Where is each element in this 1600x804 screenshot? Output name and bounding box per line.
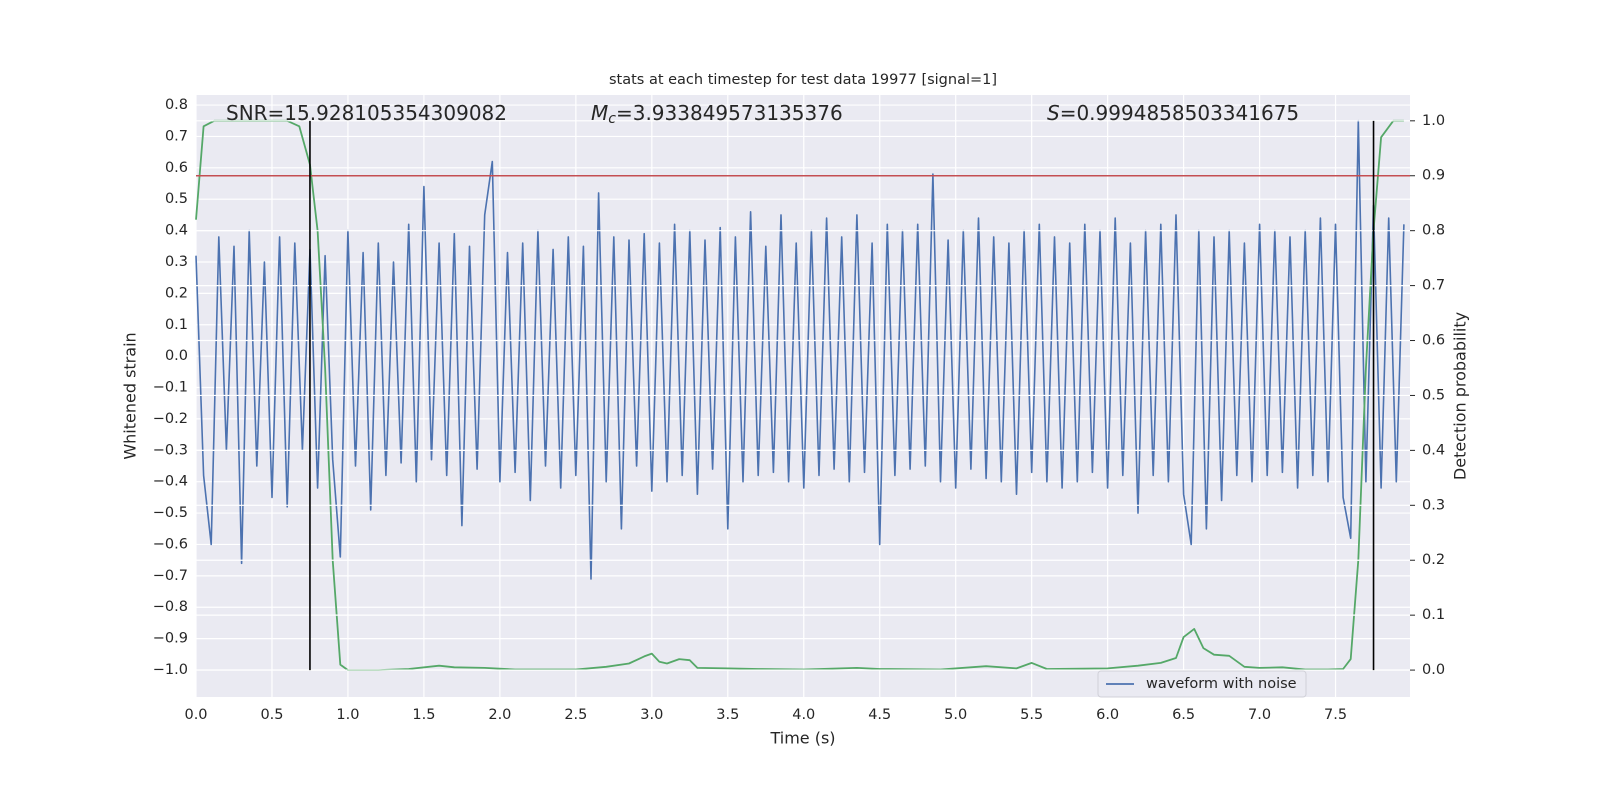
y2-tick-label: 0.7 xyxy=(1422,278,1445,294)
y-tick-label: 0.7 xyxy=(165,128,188,144)
annotation: S=0.9994858503341675 xyxy=(1047,101,1299,125)
x-tick-label: 3.0 xyxy=(640,707,663,723)
x-tick-label: 0.0 xyxy=(184,707,207,723)
data-line xyxy=(195,119,1405,580)
y2-tick-label: 0.5 xyxy=(1422,387,1445,403)
y-tick-label: −0.3 xyxy=(153,442,188,458)
y-tick-label: −0.4 xyxy=(153,474,188,490)
x-tick-label: 5.0 xyxy=(944,707,967,723)
legend-label: waveform with noise xyxy=(1146,676,1297,692)
x-tick-label: 6.0 xyxy=(1096,707,1119,723)
y2-tick-label: 0.2 xyxy=(1422,552,1445,568)
y2-tick-label: 0.9 xyxy=(1422,168,1445,184)
annotation-text: SNR=15.928105354309082 xyxy=(226,101,507,125)
y2-tick-label: 0.3 xyxy=(1422,497,1445,513)
y-axis-label: Whitened strain xyxy=(121,332,140,459)
y-tick-label: −0.8 xyxy=(153,599,188,615)
y-tick-label: 0.8 xyxy=(165,97,188,113)
legend-box xyxy=(1097,670,1307,698)
x-tick-label: 7.0 xyxy=(1248,707,1271,723)
annotation: SNR=15.928105354309082 xyxy=(226,101,507,125)
y2-tick-label: 0.6 xyxy=(1422,333,1445,349)
x-axis-label: Time (s) xyxy=(769,729,835,748)
y2-tick-label: 0.0 xyxy=(1422,662,1445,678)
y-tick-label: −0.5 xyxy=(153,505,188,521)
x-tick-label: 1.0 xyxy=(336,707,359,723)
annotation-text: =3.933849573135376 xyxy=(616,101,843,125)
x-tick-label: 5.5 xyxy=(1020,707,1043,723)
x-tick-label: 4.5 xyxy=(868,707,891,723)
y-tick-label: −0.1 xyxy=(153,380,188,396)
y-tick-label: 0.0 xyxy=(165,348,188,364)
y-tick-label: 0.3 xyxy=(165,254,188,270)
y-tick-label: −0.6 xyxy=(153,536,188,552)
y-tick-label: −1.0 xyxy=(153,662,188,678)
x-tick-label: 4.0 xyxy=(792,707,815,723)
y-tick-label: −0.2 xyxy=(153,411,188,427)
y-tick-label: −0.9 xyxy=(153,631,188,647)
annotation-text: =0.9994858503341675 xyxy=(1060,101,1299,125)
y2-tick-label: 0.4 xyxy=(1422,442,1445,458)
x-tick-label: 3.5 xyxy=(716,707,739,723)
annotation-symbol: M xyxy=(591,101,608,125)
y2-tick-label: 1.0 xyxy=(1422,113,1445,129)
x-tick-label: 2.0 xyxy=(488,707,511,723)
y-tick-label: 0.1 xyxy=(165,317,188,333)
chart-title: stats at each timestep for test data 199… xyxy=(609,72,997,88)
annotation-sub: c xyxy=(608,111,616,127)
y-tick-label: −0.7 xyxy=(153,568,188,584)
x-tick-label: 1.5 xyxy=(412,707,435,723)
x-tick-label: 6.5 xyxy=(1172,707,1195,723)
y2-tick-label: 0.8 xyxy=(1422,223,1445,239)
y-tick-label: 0.4 xyxy=(165,223,188,239)
annotation-symbol: S xyxy=(1047,101,1060,125)
annotation: Mc=3.933849573135376 xyxy=(591,101,843,128)
y2-axis-label: Detection probability xyxy=(1451,312,1470,480)
x-tick-label: 0.5 xyxy=(260,707,283,723)
data-line xyxy=(195,119,1404,671)
x-tick-label: 2.5 xyxy=(564,707,587,723)
y-tick-label: 0.2 xyxy=(165,285,188,301)
y-tick-label: 0.5 xyxy=(165,191,188,207)
x-tick-label: 7.5 xyxy=(1324,707,1347,723)
y-tick-label: 0.6 xyxy=(165,160,188,176)
y2-tick-label: 0.1 xyxy=(1422,607,1445,623)
